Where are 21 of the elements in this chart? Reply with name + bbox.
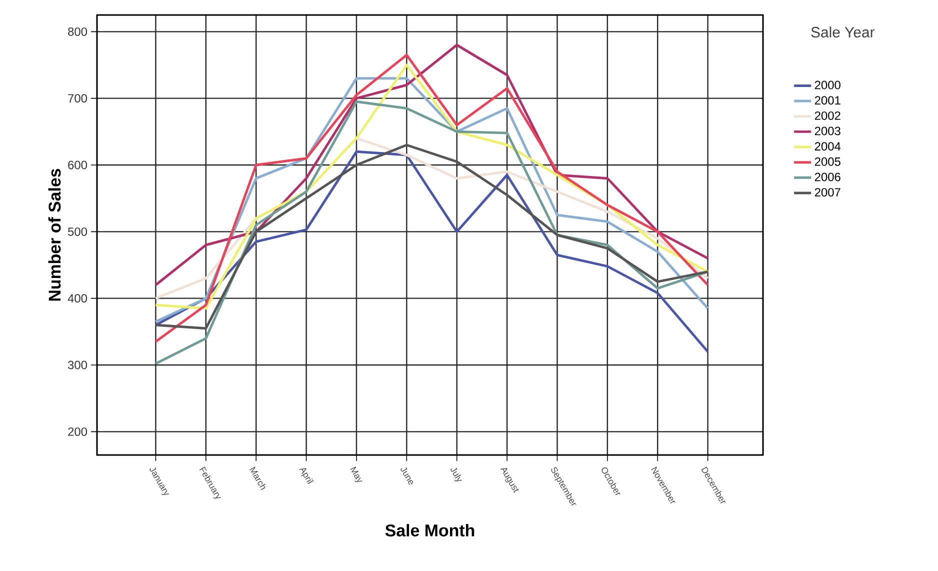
- y-tick-label: 300: [68, 360, 88, 370]
- legend-label: 2002: [814, 111, 840, 120]
- legend-label: 2000: [814, 80, 840, 90]
- legend-label: 2007: [814, 188, 840, 197]
- x-tick-label: July: [450, 468, 462, 482]
- legend-title: Sale Year: [811, 26, 875, 38]
- y-tick-label: 200: [68, 427, 88, 436]
- line-series: [154, 44, 710, 286]
- y-axis-title: Number of Sales: [48, 168, 61, 301]
- y-tick-label: 400: [68, 294, 88, 303]
- y-tick-label: 700: [68, 94, 88, 103]
- legend-label: 2006: [814, 172, 840, 182]
- legend-label: 2001: [814, 96, 840, 105]
- x-axis-title: Sale Month: [385, 524, 474, 536]
- legend-label: 2005: [814, 157, 840, 166]
- y-tick-label: 600: [68, 160, 88, 170]
- legend-label: 2004: [814, 142, 841, 151]
- legend-label: 2003: [814, 126, 840, 136]
- y-tick-label: 500: [68, 227, 88, 236]
- line-series: [154, 100, 710, 365]
- y-tick-label: 800: [68, 27, 88, 36]
